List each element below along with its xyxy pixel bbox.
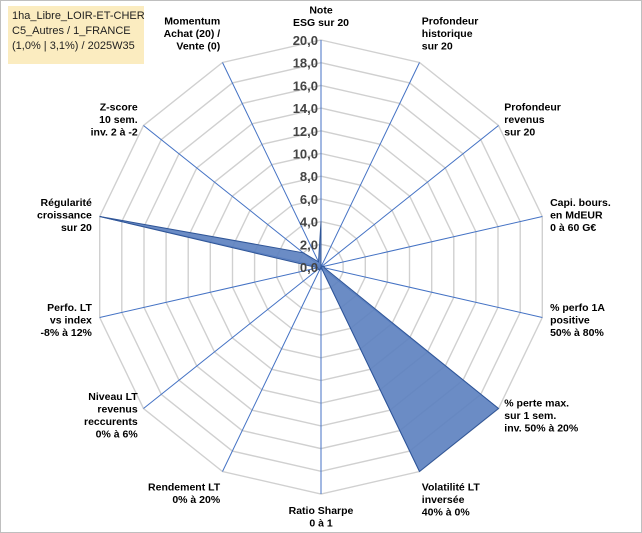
info-line-3: (1,0% | 3,1%) / 2025W35: [12, 40, 135, 52]
axis-label-line: Note: [309, 5, 332, 17]
tick-label: 20,0: [293, 33, 318, 48]
axis-labels: Note ESG sur 20 Profondeur historique sur 20…: [37, 5, 611, 530]
tick-label: 0,0: [300, 260, 318, 275]
axis-label-line: vs index: [50, 315, 92, 327]
axis-label-line: 10 sem.: [99, 114, 138, 126]
axis-label-line: positive: [550, 315, 590, 327]
axis-label: Profondeur historique sur 20: [422, 16, 479, 53]
axis-label: Ratio Sharpe 0 à 1: [289, 505, 354, 530]
info-line-1: 1ha_Libre_LOIR-ET-CHER: [12, 10, 145, 22]
series-area: [99, 216, 500, 473]
axis-label-line: inv. 50% à 20%: [504, 422, 579, 434]
axis-label: % perfo 1A positive 50% à 80%: [550, 302, 605, 339]
tick-label: 4,0: [300, 215, 318, 230]
axis-label-line: Profondeur: [504, 102, 561, 114]
tick-label: 16,0: [293, 78, 318, 93]
axis-label-line: 0 à 60 G€: [550, 222, 596, 234]
axis-label-line: Volatilité LT: [422, 482, 481, 494]
axis-label: Volatilité LT inversée 40% à 0%: [422, 482, 481, 519]
axis-label-line: inv. 2 à -2: [91, 127, 138, 139]
axis-label-line: Perfo. LT: [47, 302, 92, 314]
axis-label: Rendement LT 0% à 20%: [148, 482, 221, 507]
axis-label-line: sur 20: [61, 222, 92, 234]
axis-label-line: reccurents: [84, 416, 138, 428]
axis-label-line: Achat (20) /: [164, 28, 221, 40]
axis-label: Momentum Achat (20) / Vente (0): [164, 16, 221, 53]
axis-label-line: sur 20: [504, 127, 535, 139]
axis-label-line: Vente (0): [176, 41, 220, 53]
axis-label-line: revenus: [97, 404, 137, 416]
axis-label-line: Momentum: [164, 16, 220, 28]
axis-spoke: [99, 266, 322, 318]
axis-label: Capi. bours. en MdEUR 0 à 60 G€: [550, 197, 611, 234]
axis-label: Z-score 10 sem. inv. 2 à -2: [91, 102, 138, 139]
tick-labels: 0,0 2,0 4,0 6,0 8,0 10,0 12,0 14,0 16,0 18,0 20,0: [293, 33, 318, 275]
axis-label-line: 0% à 6%: [96, 429, 139, 441]
series-layer: [99, 216, 500, 473]
axis-label-line: 40% à 0%: [422, 507, 471, 519]
axis-spoke: [222, 62, 322, 268]
tick-label: 8,0: [300, 169, 318, 184]
axis-label-line: Capi. bours.: [550, 197, 611, 209]
axis-spoke: [320, 216, 543, 268]
info-box: 1ha_Libre_LOIR-ET-CHER C5_Autres / 1_FRA…: [8, 6, 145, 64]
axis-label: Profondeur revenus sur 20: [504, 102, 561, 139]
tick-label: 14,0: [293, 101, 318, 116]
axis-label: Niveau LT revenus reccurents 0% à 6%: [84, 391, 138, 441]
axis-label-line: historique: [422, 28, 473, 40]
axis-label-line: 0 à 1: [309, 518, 333, 530]
axis-label-line: sur 20: [422, 41, 453, 53]
tick-label: 12,0: [293, 124, 318, 139]
tick-label: 18,0: [293, 56, 318, 71]
axis-label-line: en MdEUR: [550, 209, 603, 221]
axis-label: Perfo. LT vs index -8% à 12%: [41, 302, 93, 339]
axis-label-line: sur 1 sem.: [504, 410, 556, 422]
axis-label-line: % perfo 1A: [550, 302, 605, 314]
axis-label-line: revenus: [504, 114, 544, 126]
axis-label-line: Niveau LT: [88, 391, 138, 403]
tick-label: 6,0: [300, 192, 318, 207]
axis-label-line: -8% à 12%: [41, 327, 93, 339]
axis-spoke: [320, 62, 420, 268]
axis-label-line: 0% à 20%: [172, 494, 221, 506]
axis-label-line: Z-score: [100, 102, 138, 114]
axis-label: % perte max. sur 1 sem. inv. 50% à 20%: [504, 397, 579, 434]
tick-label: 10,0: [293, 147, 318, 162]
axis-spoke: [143, 125, 322, 268]
axis-label-line: inversée: [422, 494, 465, 506]
axis-spoke: [222, 266, 322, 472]
axis-label-line: ESG sur 20: [293, 17, 349, 29]
axis-label: Note ESG sur 20: [293, 5, 349, 30]
axis-label-line: Ratio Sharpe: [289, 505, 354, 517]
axis-label-line: Profondeur: [422, 16, 479, 28]
axis-label-line: Rendement LT: [148, 482, 221, 494]
info-line-2: C5_Autres / 1_FRANCE: [12, 25, 131, 37]
axis-label-line: Régularité: [41, 197, 93, 209]
axis-spoke: [143, 266, 322, 409]
axis-spoke: [320, 266, 543, 318]
axis-label-line: croissance: [37, 209, 92, 221]
tick-label: 2,0: [300, 237, 318, 252]
axis-label-line: 50% à 80%: [550, 327, 604, 339]
axis-label-line: % perte max.: [504, 397, 569, 409]
axis-label: Régularité croissance sur 20: [37, 197, 92, 234]
axis-spoke: [320, 125, 499, 268]
